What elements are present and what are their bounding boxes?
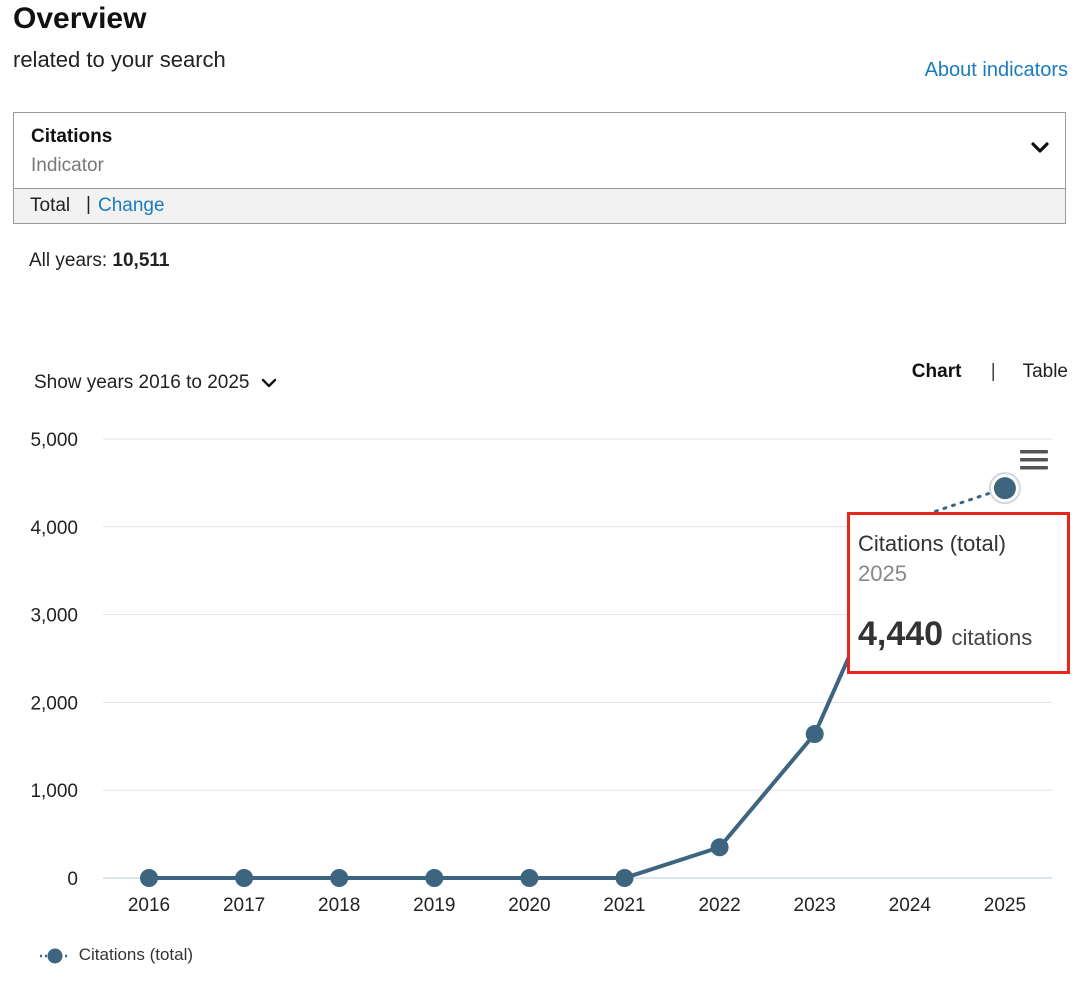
table-view-tab[interactable]: Table (1022, 361, 1068, 382)
data-point (615, 869, 634, 887)
x-tick-label: 2024 (889, 895, 932, 916)
x-tick-label: 2017 (223, 895, 265, 916)
years-range-dropdown[interactable]: Show years 2016 to 2025 (34, 372, 277, 394)
data-point-highlighted (993, 477, 1016, 500)
page-subtitle: related to your search (13, 47, 226, 72)
data-point (235, 869, 254, 887)
x-tick-label: 2019 (413, 895, 455, 916)
view-toggle: Chart | Table (912, 361, 1068, 383)
data-point (330, 869, 349, 887)
series-line-segment (622, 845, 722, 880)
chart-tooltip: Citations (total) 2025 4,440 citations (847, 512, 1070, 674)
data-point (710, 838, 729, 857)
change-scope-link[interactable]: Change (98, 195, 165, 216)
about-indicators-link[interactable]: About indicators (924, 59, 1068, 81)
data-point (805, 725, 824, 744)
all-years-summary: All years: 10,511 (29, 250, 170, 272)
y-tick-label: 1,000 (30, 781, 78, 802)
citations-line-chart: 0 1,000 2,000 3,000 4,000 5,000 2016 2017 2018 20… (30, 430, 1052, 916)
x-tick-label: 2022 (698, 895, 740, 916)
y-tick-label: 5,000 (30, 430, 78, 451)
chart-view-tab[interactable]: Chart (911, 361, 962, 382)
x-tick-label: 2018 (318, 895, 360, 916)
tooltip-unit: citations (951, 625, 1033, 650)
chart-menu-icon[interactable] (1020, 449, 1048, 471)
page-title: Overview (13, 2, 147, 35)
indicator-selector: Citations Indicator Total | Change (13, 112, 1066, 224)
all-years-value: 10,511 (112, 250, 170, 271)
tooltip-value: 4,440 (858, 615, 944, 653)
legend-marker-icon (40, 948, 70, 964)
chevron-down-icon (1031, 142, 1049, 153)
years-range-label: Show years 2016 to 2025 (34, 372, 250, 393)
y-tick-label: 2,000 (30, 693, 78, 714)
legend-label: Citations (total) (78, 945, 194, 964)
x-tick-label: 2023 (794, 895, 836, 916)
x-tick-label: 2021 (603, 895, 645, 916)
indicator-name: Citations (31, 126, 113, 147)
indicator-scope-bar: Total | Change (14, 188, 1065, 223)
series-line-segment (717, 732, 817, 850)
tooltip-value-row: 4,440 citations (858, 615, 1032, 654)
tooltip-year: 2025 (858, 561, 907, 586)
data-point (520, 869, 539, 887)
x-tick-label: 2020 (508, 895, 550, 916)
y-tick-label: 0 (67, 869, 78, 890)
all-years-label: All years: (29, 250, 108, 271)
chevron-down-icon (261, 378, 276, 388)
data-point (425, 869, 444, 887)
y-tick-label: 4,000 (30, 518, 78, 539)
view-separator: | (990, 361, 996, 382)
indicator-dropdown[interactable]: Citations Indicator (14, 113, 1065, 190)
x-tick-label: 2025 (984, 895, 1026, 916)
indicator-label: Indicator (31, 155, 104, 176)
data-point (140, 869, 158, 887)
scope-separator: | (86, 194, 91, 215)
y-tick-label: 3,000 (30, 606, 78, 627)
chart-legend-item[interactable]: Citations (total) (40, 945, 193, 966)
tooltip-title: Citations (total) (858, 531, 1006, 556)
indicator-scope: Total (30, 195, 71, 216)
x-tick-label: 2016 (128, 895, 170, 916)
